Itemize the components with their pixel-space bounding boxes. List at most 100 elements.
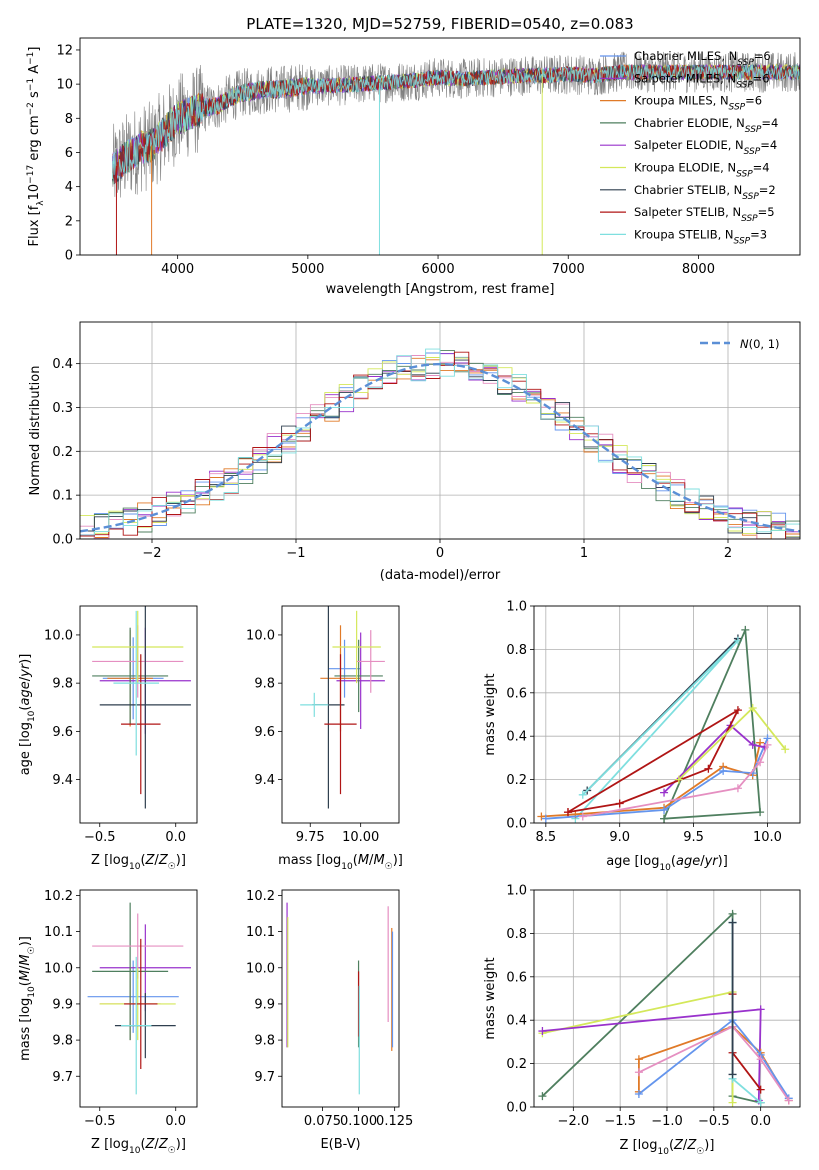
legend-label: N(0, 1) <box>740 337 780 351</box>
legend-label: Salpeter MILES, NSSP=6 <box>634 71 770 90</box>
y-tick-label: 9.4 <box>52 773 73 788</box>
x-axis-label: Z [log10(Z/Z☉)] <box>620 1138 715 1157</box>
panel-age-massweight: 8.5 9.0 9.5 10.0 0.0 0.2 0.4 0.6 0.8 1.0 age [log1… <box>483 600 801 873</box>
y-axis-label: Normed distribution <box>28 366 43 496</box>
mass-weight-line <box>542 990 734 1103</box>
y-tick-label: 9.9 <box>254 997 275 1012</box>
x-tick-label: 9.0 <box>609 830 630 845</box>
y-tick-label: 0.6 <box>506 970 527 985</box>
x-axis-label: mass [log10(M/M☉)] <box>278 853 403 872</box>
plot-area <box>538 909 793 1107</box>
legend-label: Salpeter ELODIE, NSSP=4 <box>634 138 777 157</box>
y-tick-label: 10.1 <box>44 925 73 940</box>
mass-weight-marker <box>756 758 765 767</box>
x-tick-label: −1.0 <box>651 1114 683 1129</box>
mass-weight-marker <box>538 1027 547 1036</box>
mass-weight-marker <box>741 625 750 634</box>
mass-weight-marker <box>634 1068 643 1077</box>
y-tick-label: 1.0 <box>506 600 527 615</box>
y-tick-label: 10 <box>56 78 73 93</box>
mass-weight-marker <box>748 740 757 749</box>
x-axis-label: wavelength [Angstrom, rest frame] <box>326 282 555 297</box>
mass-weight-marker <box>733 706 742 715</box>
y-tick-label: 10.0 <box>246 628 275 643</box>
x-tick-label: 9.5 <box>683 830 704 845</box>
y-tick-label: 9.8 <box>52 677 73 692</box>
x-tick-label: 0.125 <box>376 1114 413 1129</box>
x-tick-label: −0.5 <box>84 830 116 845</box>
mass-weight-marker <box>728 1070 737 1079</box>
mass-weight-line <box>638 1018 790 1099</box>
y-axis-label: Flux [fλ10−17 erg cm−2 s−1 A−1] <box>26 47 46 247</box>
y-tick-label: 0.1 <box>52 489 73 504</box>
y-tick-label: 0.0 <box>52 533 73 548</box>
mass-weight-marker <box>674 775 683 784</box>
mass-weight-line <box>663 724 765 794</box>
mass-weight-marker <box>704 764 713 773</box>
legend-label: Kroupa STELIB, NSSP=3 <box>634 227 767 246</box>
x-axis-label: Z [log10(Z/Z☉)] <box>91 1137 186 1156</box>
x-tick-label: −2 <box>142 546 161 561</box>
x-tick-label: 10.00 <box>342 830 379 845</box>
mass-weight-marker <box>728 918 737 927</box>
plot-area <box>92 606 191 809</box>
y-tick-label: 0.4 <box>506 730 527 745</box>
model-spectrum-line <box>112 63 800 184</box>
plot-area <box>537 625 790 823</box>
mass-weight-line <box>545 738 769 820</box>
legend-label: Kroupa MILES, NSSP=6 <box>634 94 762 113</box>
mass-weight-line <box>638 1025 790 1102</box>
y-tick-label: 9.8 <box>254 1034 275 1049</box>
legend-label: Chabrier MILES, NSSP=6 <box>634 49 771 68</box>
mass-weight-line <box>582 744 769 818</box>
y-tick-label: 9.7 <box>254 1070 275 1085</box>
y-axis-label: mass weight <box>483 957 498 1039</box>
y-tick-label: 2 <box>65 214 73 229</box>
x-tick-label: 8000 <box>682 262 715 277</box>
plot-area <box>87 902 191 1095</box>
legend-label: Kroupa ELODIE, NSSP=4 <box>634 161 770 180</box>
y-tick-label: 9.8 <box>52 1034 73 1049</box>
y-tick-label: 9.4 <box>254 773 275 788</box>
legend-label: Salpeter STELIB, NSSP=5 <box>634 205 775 224</box>
legend-label: Chabrier ELODIE, NSSP=4 <box>634 116 778 135</box>
y-axis-label: mass weight <box>483 673 498 755</box>
histogram-step <box>80 348 800 536</box>
panel-spectrum: 4000 5000 6000 7000 8000 0 2 4 6 8 10 12 Chabrier MI… <box>26 37 801 297</box>
y-tick-label: 10.0 <box>44 961 73 976</box>
mass-weight-marker <box>748 703 757 712</box>
x-tick-label: 5000 <box>291 262 324 277</box>
y-tick-label: 4 <box>65 180 73 195</box>
y-tick-label: 0.3 <box>52 401 73 416</box>
gaussian-curve <box>80 362 800 533</box>
panel-mass-age: 9.75 10.00 9.4 9.6 9.8 10.0 mass [log10(M/M☉)] <box>246 605 403 872</box>
x-tick-label: 0.0 <box>165 1114 186 1129</box>
histogram-step <box>80 355 800 539</box>
mass-weight-line <box>663 629 762 820</box>
legend: N(0, 1) <box>700 337 780 351</box>
plot-area <box>80 348 800 539</box>
x-tick-label: 2 <box>724 546 732 561</box>
figure-title: PLATE=1320, MJD=52759, FIBERID=0540, z=0… <box>246 15 633 33</box>
x-tick-label: 6000 <box>422 262 455 277</box>
axes-frame <box>79 605 198 824</box>
x-axis-label: E(B-V) <box>320 1137 360 1152</box>
axes-frame <box>281 605 400 824</box>
mass-weight-marker <box>756 1055 765 1064</box>
plot-area <box>112 51 800 255</box>
y-tick-label: 0.4 <box>52 357 73 372</box>
mass-weight-marker <box>563 808 572 817</box>
x-tick-label: 1 <box>580 546 588 561</box>
mass-weight-marker <box>784 1096 793 1105</box>
y-tick-label: 0.4 <box>506 1014 527 1029</box>
y-tick-label: 0.2 <box>52 445 73 460</box>
x-tick-label: −2.0 <box>558 1114 590 1129</box>
x-tick-label: −1.5 <box>604 1114 636 1129</box>
x-tick-label: 0.0 <box>750 1114 771 1129</box>
y-tick-label: 0.2 <box>506 773 527 788</box>
y-tick-label: 0.8 <box>506 927 527 942</box>
mass-weight-marker <box>660 814 669 823</box>
mass-weight-marker <box>728 1098 737 1107</box>
